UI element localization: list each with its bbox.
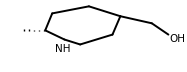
Text: OH: OH	[169, 34, 185, 44]
Text: NH: NH	[55, 44, 70, 55]
